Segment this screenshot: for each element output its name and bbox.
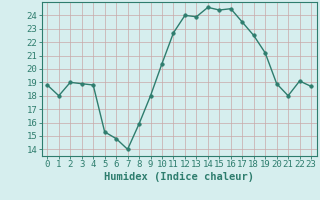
X-axis label: Humidex (Indice chaleur): Humidex (Indice chaleur) (104, 172, 254, 182)
